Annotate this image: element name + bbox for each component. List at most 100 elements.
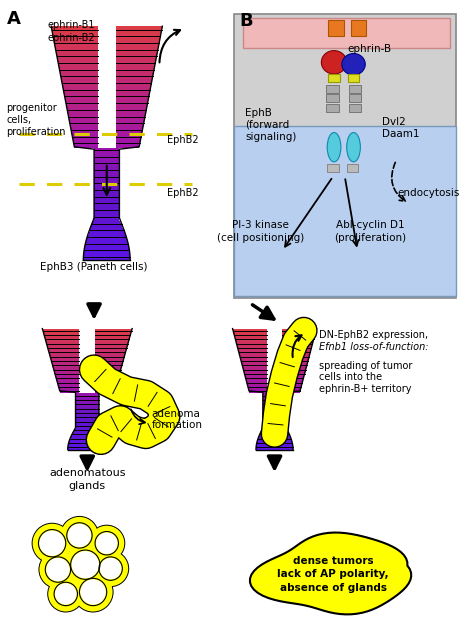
Polygon shape (116, 29, 162, 31)
Text: EphB2: EphB2 (167, 188, 199, 198)
Circle shape (65, 544, 106, 585)
Polygon shape (95, 372, 120, 373)
Polygon shape (116, 38, 160, 40)
Polygon shape (263, 406, 286, 408)
Polygon shape (116, 52, 157, 54)
Polygon shape (52, 29, 98, 31)
Polygon shape (283, 358, 309, 360)
Polygon shape (53, 367, 80, 368)
Polygon shape (75, 426, 99, 427)
Polygon shape (94, 193, 119, 195)
Text: adenoma
formation: adenoma formation (152, 408, 202, 430)
Polygon shape (236, 343, 267, 344)
Circle shape (39, 551, 76, 588)
Polygon shape (75, 392, 99, 394)
Ellipse shape (342, 54, 365, 75)
Polygon shape (283, 373, 305, 375)
Polygon shape (94, 202, 119, 204)
Polygon shape (94, 169, 119, 172)
Polygon shape (55, 50, 98, 52)
Polygon shape (51, 26, 98, 29)
Polygon shape (95, 375, 119, 377)
Circle shape (89, 526, 124, 561)
Polygon shape (116, 94, 149, 96)
Polygon shape (246, 379, 267, 380)
Polygon shape (95, 391, 115, 392)
Polygon shape (53, 36, 98, 38)
Circle shape (72, 551, 99, 579)
Circle shape (92, 550, 129, 587)
Polygon shape (71, 438, 104, 439)
Polygon shape (116, 127, 143, 130)
Polygon shape (246, 380, 267, 382)
Text: spreading of tumor: spreading of tumor (319, 360, 413, 371)
Circle shape (47, 575, 84, 612)
Circle shape (60, 516, 99, 555)
Polygon shape (238, 350, 267, 351)
Polygon shape (261, 433, 288, 434)
Polygon shape (116, 92, 150, 94)
Polygon shape (93, 221, 120, 223)
Polygon shape (116, 96, 149, 99)
Polygon shape (95, 336, 130, 338)
Circle shape (32, 523, 73, 564)
Polygon shape (116, 40, 160, 43)
Polygon shape (75, 422, 99, 424)
Circle shape (61, 517, 98, 554)
Polygon shape (85, 246, 129, 249)
Text: dense tumors
lack of AP polarity,
absence of glands: dense tumors lack of AP polarity, absenc… (277, 556, 389, 593)
Polygon shape (94, 207, 119, 209)
Polygon shape (263, 413, 286, 415)
Polygon shape (94, 218, 119, 221)
Polygon shape (116, 110, 146, 113)
Polygon shape (116, 73, 154, 75)
Polygon shape (242, 365, 267, 367)
Text: ephrin-B1
ephrin-B2: ephrin-B1 ephrin-B2 (48, 20, 95, 43)
Polygon shape (95, 348, 127, 350)
Polygon shape (94, 174, 119, 176)
Polygon shape (70, 122, 98, 124)
Polygon shape (51, 360, 80, 362)
Polygon shape (257, 443, 292, 445)
Polygon shape (247, 384, 267, 385)
Polygon shape (94, 214, 119, 216)
Polygon shape (75, 427, 99, 429)
Polygon shape (94, 211, 119, 214)
Circle shape (100, 558, 121, 579)
Polygon shape (283, 382, 302, 384)
Polygon shape (95, 365, 122, 367)
Polygon shape (283, 377, 304, 379)
Polygon shape (71, 127, 98, 130)
Polygon shape (246, 377, 267, 379)
Bar (346, 164, 358, 172)
Polygon shape (54, 368, 80, 370)
Polygon shape (44, 336, 80, 338)
Polygon shape (258, 439, 291, 441)
Polygon shape (95, 330, 132, 332)
Polygon shape (116, 54, 157, 57)
Text: EphB2: EphB2 (167, 135, 199, 145)
Bar (326, 104, 339, 112)
Bar (328, 20, 344, 36)
Polygon shape (58, 61, 98, 64)
Polygon shape (95, 356, 124, 358)
Polygon shape (54, 40, 98, 43)
Polygon shape (69, 441, 105, 443)
Polygon shape (53, 365, 80, 367)
Polygon shape (73, 138, 98, 141)
Polygon shape (53, 33, 98, 36)
Polygon shape (283, 356, 309, 358)
Polygon shape (94, 181, 119, 183)
Polygon shape (95, 380, 118, 382)
Polygon shape (116, 33, 161, 36)
Polygon shape (116, 45, 159, 47)
Polygon shape (283, 351, 310, 353)
Polygon shape (263, 394, 286, 396)
Polygon shape (60, 71, 98, 73)
Polygon shape (75, 394, 99, 396)
Polygon shape (95, 382, 117, 384)
Polygon shape (283, 343, 313, 344)
Polygon shape (116, 101, 148, 103)
Polygon shape (95, 338, 130, 339)
Polygon shape (95, 389, 115, 391)
